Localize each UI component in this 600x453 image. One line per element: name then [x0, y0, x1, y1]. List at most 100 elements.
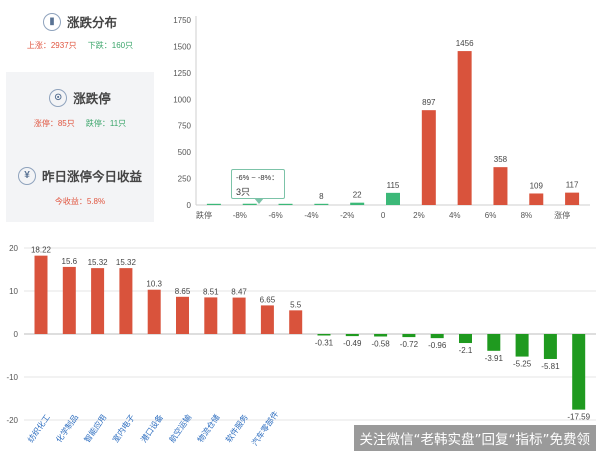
dist-x-tick-label: 涨停 — [554, 210, 570, 220]
dist-bar — [206, 203, 221, 205]
sector-bar — [572, 334, 586, 410]
sector-bar — [34, 255, 48, 334]
sector-bar — [91, 268, 105, 334]
dist-data-label: 358 — [494, 155, 508, 164]
sector-bar — [402, 334, 416, 338]
distribution-bar-chart: 02505007501000125015001750跌停12-8%-6%8-4%… — [173, 16, 590, 220]
limit-title-row: ⊙ 涨跌停 — [6, 88, 154, 107]
coins-icon: ⊙ — [49, 88, 68, 107]
sector-data-label: -0.72 — [400, 340, 419, 349]
dist-bar — [350, 202, 365, 205]
sector-y-tick-label: 10 — [9, 287, 18, 296]
sector-category-label: 航空运输 — [167, 412, 194, 444]
sector-category-label: 物流仓储 — [195, 412, 222, 444]
sector-bar — [487, 334, 501, 351]
sector-bar — [459, 334, 472, 344]
sector-data-label: -0.31 — [315, 339, 334, 348]
sector-category-label: 港口设备 — [138, 412, 165, 444]
sector-bar — [204, 297, 218, 334]
sector-data-label: 6.65 — [260, 295, 276, 304]
dist-x-tick-label: -2% — [340, 211, 354, 220]
dist-bar — [565, 192, 580, 205]
sector-bar — [260, 305, 274, 334]
sector-data-label: -2.1 — [459, 346, 473, 355]
dist-y-tick-label: 1250 — [173, 69, 191, 78]
up-count-label: 上涨：2937只 — [26, 41, 77, 50]
sector-bar — [232, 297, 246, 334]
dist-data-label: 1456 — [456, 39, 474, 48]
yen-icon: ¥ — [17, 166, 36, 185]
dist-x-tick-label: 2% — [413, 211, 425, 220]
limit-counts: 涨停：85只 跌停：11只 — [6, 118, 154, 129]
sector-data-label: 8.47 — [231, 288, 247, 297]
dist-bar — [529, 193, 544, 205]
down-count-label: 下跌：160只 — [87, 41, 134, 50]
sector-data-label: -17.59 — [567, 413, 590, 422]
tooltip-count: 3只 — [236, 187, 251, 197]
yesterday-return: 今收益：5.8% — [54, 197, 106, 206]
dist-bar — [421, 110, 436, 205]
dist-y-tick-label: 1000 — [173, 95, 191, 104]
dist-y-tick-label: 250 — [178, 175, 192, 184]
sector-data-label: -0.96 — [428, 341, 447, 350]
dist-data-label: 22 — [353, 191, 362, 200]
distribution-title: 涨跌分布 — [66, 16, 117, 30]
dist-bar — [493, 167, 508, 205]
dist-x-tick-label: -4% — [304, 211, 318, 220]
sector-data-label: 15.6 — [62, 257, 78, 266]
sector-y-tick-label: -10 — [6, 373, 18, 382]
sector-y-tick-label: -20 — [6, 416, 18, 425]
sector-bar — [374, 334, 388, 337]
distribution-counts: 上涨：2937只 下跌：160只 — [6, 40, 154, 51]
sector-data-label: 8.65 — [175, 287, 191, 296]
sector-data-label: 18.22 — [31, 246, 52, 255]
sector-y-tick-label: 20 — [9, 244, 18, 253]
sector-data-label: -5.81 — [541, 362, 560, 371]
sector-bar — [317, 334, 331, 336]
sector-category-label: 汽车零部件 — [249, 409, 280, 448]
sector-bar — [289, 310, 303, 334]
dist-x-tick-label: -6% — [269, 211, 283, 220]
sector-bar-chart: 20 10 0 -10 -20 18.22 15.6 15.32 15.32 10.3 8.65 8.… — [6, 244, 596, 448]
sector-category-label: 化学制品 — [54, 412, 81, 444]
dist-bar — [242, 203, 257, 205]
dist-bar — [457, 51, 472, 205]
limit-down-label: 跌停：11只 — [85, 119, 127, 128]
sector-bar — [543, 334, 557, 359]
sector-y-tick-label: 0 — [14, 330, 19, 339]
sector-bar — [62, 266, 76, 334]
dist-data-label: 8 — [319, 192, 324, 201]
watermark-banner: 关注微信“老韩实盘”回复“指标”免费领 — [353, 425, 596, 451]
sector-bar — [147, 289, 161, 334]
distribution-summary-panel: ▮ 涨跌分布 上涨：2937只 下跌：160只 — [6, 6, 154, 62]
sector-data-label: 5.5 — [290, 300, 302, 309]
range-tooltip: -6% ~ -8%： 3只 — [231, 169, 285, 204]
dist-x-tick-label: 6% — [485, 211, 497, 220]
sector-data-label: 8.51 — [203, 287, 219, 296]
limit-title: 涨跌停 — [73, 92, 111, 106]
sector-data-label: -3.91 — [485, 354, 504, 363]
sector-bar — [430, 334, 444, 339]
dist-x-tick-label: -8% — [233, 211, 247, 220]
bar-chart-icon: ▮ — [42, 12, 61, 31]
sector-bar — [345, 334, 359, 337]
dist-data-label: 117 — [566, 181, 579, 190]
sector-category-label: 软件服务 — [223, 412, 250, 444]
dist-y-tick-label: 500 — [178, 148, 192, 157]
dist-x-tick-label: 4% — [449, 211, 461, 220]
dist-x-tick-label: 8% — [521, 211, 533, 220]
dist-bar — [314, 203, 329, 205]
dist-data-label: 109 — [530, 181, 544, 190]
sector-data-label: 15.32 — [88, 258, 109, 267]
sector-bar — [515, 334, 529, 357]
sector-data-label: 10.3 — [146, 280, 162, 289]
dist-y-tick-label: 750 — [178, 122, 192, 131]
sector-category-label: 智能应用 — [82, 412, 109, 444]
sector-category-label: 室内电子 — [110, 412, 137, 444]
sector-data-label: -0.49 — [343, 339, 362, 348]
dist-bar — [386, 192, 400, 205]
sector-data-label: -5.25 — [513, 360, 532, 369]
dist-y-tick-label: 1750 — [173, 16, 191, 25]
sector-bar — [119, 268, 133, 334]
dist-x-tick-label: 跌停 — [196, 210, 212, 220]
